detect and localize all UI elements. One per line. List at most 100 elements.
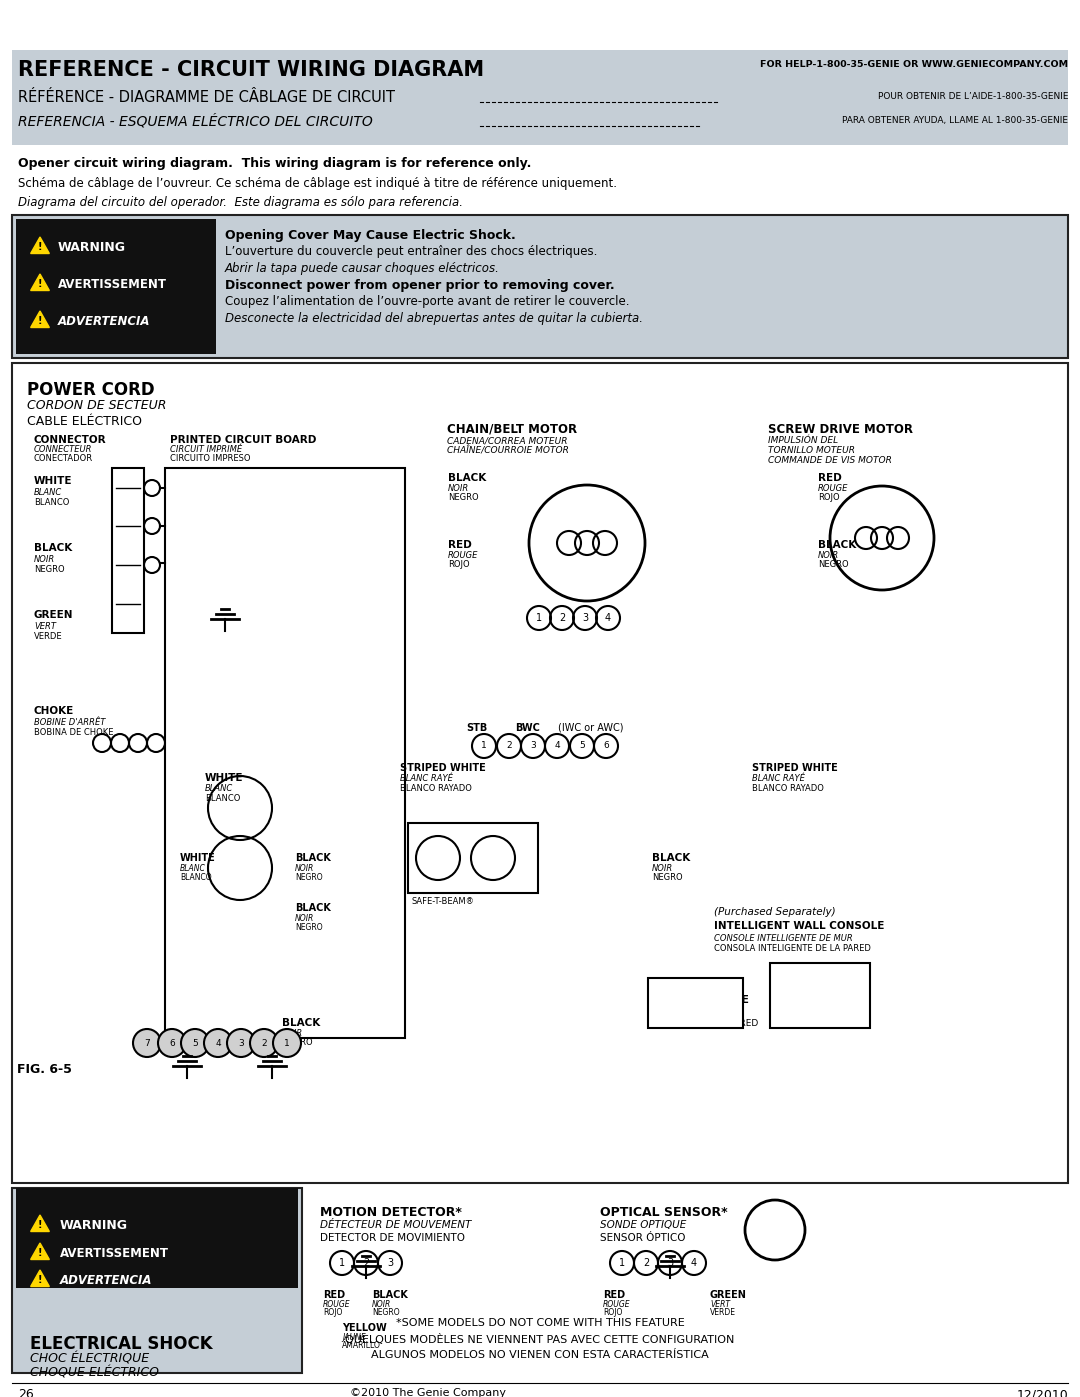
Polygon shape — [30, 1215, 50, 1232]
Text: ROUGE: ROUGE — [448, 550, 478, 560]
Polygon shape — [30, 274, 50, 291]
Text: REFERENCE - CIRCUIT WIRING DIAGRAM: REFERENCE - CIRCUIT WIRING DIAGRAM — [18, 60, 484, 80]
Text: VERT: VERT — [33, 622, 56, 631]
Text: PARA OBTENER AYUDA, LLAME AL 1-800-35-GENIE: PARA OBTENER AYUDA, LLAME AL 1-800-35-GE… — [842, 116, 1068, 124]
Text: NOIR: NOIR — [372, 1301, 391, 1309]
Text: 3: 3 — [238, 1038, 244, 1048]
Circle shape — [249, 1030, 278, 1058]
Text: BLANC RAYÉ: BLANC RAYÉ — [752, 774, 805, 782]
Text: 4: 4 — [554, 742, 559, 750]
Text: DÉTECTEUR DE MOUVEMENT: DÉTECTEUR DE MOUVEMENT — [320, 1220, 471, 1229]
Text: BLACK: BLACK — [282, 1018, 321, 1028]
Text: TORNILLO MOTEUR: TORNILLO MOTEUR — [768, 446, 855, 455]
Text: NEGRO: NEGRO — [295, 923, 323, 932]
Text: 2: 2 — [261, 1038, 267, 1048]
Text: BLANC: BLANC — [180, 863, 206, 873]
Text: CONNECTOR: CONNECTOR — [33, 434, 107, 446]
Text: RÉFÉRENCE - DIAGRAMME DE CÂBLAGE DE CIRCUIT: RÉFÉRENCE - DIAGRAMME DE CÂBLAGE DE CIRC… — [18, 89, 395, 105]
Text: ROJO: ROJO — [603, 1308, 622, 1317]
Text: BLACK: BLACK — [818, 541, 856, 550]
Text: CHOKE: CHOKE — [33, 705, 75, 717]
Text: CORDON DE SECTEUR: CORDON DE SECTEUR — [27, 400, 166, 412]
Text: COMMANDE DE VIS MOTOR: COMMANDE DE VIS MOTOR — [768, 455, 892, 465]
Text: 1: 1 — [536, 613, 542, 623]
Text: L’ouverture du couvercle peut entraîner des chocs électriques.: L’ouverture du couvercle peut entraîner … — [225, 244, 597, 258]
Text: NOIR: NOIR — [295, 863, 314, 873]
Text: WHITE: WHITE — [33, 476, 72, 486]
Text: NOIR: NOIR — [818, 550, 839, 560]
Bar — [648, 978, 743, 1028]
Text: 5: 5 — [192, 1038, 198, 1048]
Text: NEGRO: NEGRO — [33, 564, 65, 574]
Text: NEGRO: NEGRO — [818, 560, 849, 569]
Text: REFERENCIA - ESQUEMA ELÉCTRICO DEL CIRCUITO: REFERENCIA - ESQUEMA ELÉCTRICO DEL CIRCU… — [18, 115, 373, 129]
Text: PRINTED CIRCUIT BOARD: PRINTED CIRCUIT BOARD — [170, 434, 316, 446]
Text: Opener circuit wiring diagram.  This wiring diagram is for reference only.: Opener circuit wiring diagram. This wiri… — [18, 156, 531, 170]
Text: IMPULSIÓN DEL: IMPULSIÓN DEL — [768, 436, 838, 446]
Text: BLACK: BLACK — [33, 543, 72, 553]
Text: SCREW DRIVE MOTOR: SCREW DRIVE MOTOR — [768, 423, 913, 436]
Text: 12/2010: 12/2010 — [1016, 1389, 1068, 1397]
Text: NOIR: NOIR — [282, 1030, 303, 1038]
Text: NOIR: NOIR — [652, 863, 673, 873]
Text: ADVERTENCIA: ADVERTENCIA — [58, 314, 150, 328]
Bar — [16, 1187, 298, 1288]
Text: 3: 3 — [530, 742, 536, 750]
Text: ROUGE: ROUGE — [603, 1301, 631, 1309]
Polygon shape — [30, 237, 50, 253]
Text: ALGUNOS MODELOS NO VIENEN CON ESTA CARACTERÍSTICA: ALGUNOS MODELOS NO VIENEN CON ESTA CARAC… — [372, 1350, 708, 1361]
Text: ROUGE: ROUGE — [818, 483, 849, 493]
Text: BLANC: BLANC — [205, 784, 233, 793]
Text: STB: STB — [465, 724, 487, 733]
Text: POUR OBTENIR DE L’AIDE-1-800-35-GENIE: POUR OBTENIR DE L’AIDE-1-800-35-GENIE — [877, 92, 1068, 101]
Text: BLANCO: BLANCO — [33, 497, 69, 507]
Text: 3: 3 — [582, 613, 589, 623]
Text: Schéma de câblage de l’ouvreur. Ce schéma de câblage est indiqué à titre de réfé: Schéma de câblage de l’ouvreur. Ce schém… — [18, 177, 617, 190]
Text: DETECTOR DE MOVIMIENTO: DETECTOR DE MOVIMIENTO — [320, 1234, 465, 1243]
Text: ROJO: ROJO — [323, 1308, 342, 1317]
Text: BLANCO RAYADO: BLANCO RAYADO — [400, 784, 472, 793]
Text: NEGRO: NEGRO — [652, 873, 683, 882]
Text: CHOC ÉLECTRIQUE: CHOC ÉLECTRIQUE — [30, 1354, 149, 1366]
Text: ROJO: ROJO — [818, 493, 839, 502]
Text: JAUNE: JAUNE — [342, 1333, 366, 1343]
Bar — [165, 468, 405, 1038]
Text: 4: 4 — [605, 613, 611, 623]
Circle shape — [158, 1030, 186, 1058]
Text: 3: 3 — [387, 1259, 393, 1268]
Text: STRIPED WHITE: STRIPED WHITE — [400, 763, 486, 773]
Bar — [770, 963, 870, 1028]
Text: ©2010 The Genie Company: ©2010 The Genie Company — [350, 1389, 507, 1397]
Text: BWC: BWC — [515, 724, 540, 733]
Text: SAFE-T-BEAM®: SAFE-T-BEAM® — [411, 887, 474, 895]
Text: 1: 1 — [619, 1259, 625, 1268]
Text: FOR HELP-1-800-35-GENIE OR WWW.GENIECOMPANY.COM: FOR HELP-1-800-35-GENIE OR WWW.GENIECOMP… — [760, 60, 1068, 68]
Text: 6: 6 — [170, 1038, 175, 1048]
Text: 26: 26 — [18, 1389, 33, 1397]
Bar — [12, 1187, 302, 1373]
Text: 5: 5 — [579, 742, 585, 750]
Text: 4: 4 — [215, 1038, 220, 1048]
Text: NOIR: NOIR — [33, 555, 55, 564]
Text: !: ! — [38, 1275, 42, 1285]
Text: QUELQUES MODÈLES NE VIENNENT PAS AVEC CETTE CONFIGURATION: QUELQUES MODÈLES NE VIENNENT PAS AVEC CE… — [346, 1334, 734, 1345]
Text: WARNING: WARNING — [58, 242, 126, 254]
Text: GREEN: GREEN — [710, 1289, 747, 1301]
Text: BOBINE D'ARRÊT: BOBINE D'ARRÊT — [33, 718, 106, 726]
Text: BOBINA DE CHOKE: BOBINA DE CHOKE — [33, 728, 113, 738]
Text: CIRCUITO IMPRESO: CIRCUITO IMPRESO — [170, 454, 251, 462]
Circle shape — [273, 1030, 301, 1058]
Text: INTELLIGENT WALL CONSOLE: INTELLIGENT WALL CONSOLE — [714, 921, 885, 930]
Text: !: ! — [38, 1248, 42, 1257]
Text: NOIR: NOIR — [295, 914, 314, 923]
Text: *SOME MODELS DO NOT COME WITH THIS FEATURE: *SOME MODELS DO NOT COME WITH THIS FEATU… — [395, 1317, 685, 1329]
Text: SAFE-T-BEAM®: SAFE-T-BEAM® — [411, 897, 474, 907]
Text: Desconecte la electricidad del abrepuertas antes de quitar la cubierta.: Desconecte la electricidad del abrepuert… — [225, 312, 643, 326]
Text: VERDE: VERDE — [710, 1308, 735, 1317]
Text: BLACK: BLACK — [295, 854, 330, 863]
Text: NEGRO: NEGRO — [372, 1308, 400, 1317]
Text: RED: RED — [448, 541, 472, 550]
Text: CADENA/CORREA MOTEUR: CADENA/CORREA MOTEUR — [447, 436, 567, 446]
Text: POWER CORD: POWER CORD — [27, 381, 154, 400]
Text: (IWC or AWC): (IWC or AWC) — [558, 724, 623, 733]
